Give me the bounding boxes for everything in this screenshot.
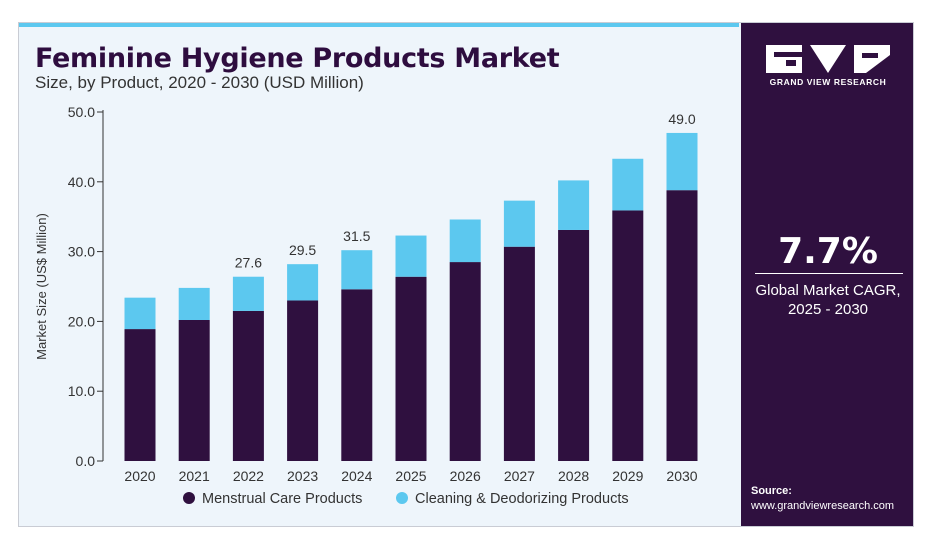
sidebar: GRAND VIEW RESEARCH 7.7% Global Market C… [741,23,913,526]
bar-cleaning-2020 [124,297,156,330]
x-tick-label: 2029 [612,468,643,484]
cagr-value: 7.7% [778,231,878,272]
x-tick-label: 2024 [341,468,372,484]
source-url[interactable]: www.grandviewresearch.com [751,500,895,512]
cagr-label-line1: Global Market CAGR, [755,282,901,299]
bar-cleaning-2021 [178,287,210,321]
bar-cleaning-2024 [341,250,373,290]
y-tick-label: 40.0 [68,174,95,190]
bar-menstrual-2030 [666,190,698,461]
legend-label: Menstrual Care Products [202,491,362,507]
x-tick-label: 2026 [450,468,481,484]
data-label: 29.5 [289,242,316,258]
x-tick-label: 2023 [287,468,318,484]
x-tick-label: 2028 [558,468,589,484]
bar-menstrual-2026 [449,262,481,461]
bar-cleaning-2025 [395,235,427,277]
bar-menstrual-2020 [124,329,156,461]
bar-cleaning-2026 [449,219,481,263]
source-label: Source: [751,485,792,497]
bar-menstrual-2025 [395,276,427,461]
chart-subtitle: Size, by Product, 2020 - 2030 (USD Milli… [35,73,364,92]
y-tick-label: 20.0 [68,313,95,329]
y-tick-label: 10.0 [68,383,95,399]
cagr-label: Global Market CAGR, 2025 - 2030 [741,281,913,319]
bar-cleaning-2030 [666,132,698,191]
bar-chart: 0.0 10.0 20.0 30.0 40.0 50.0 Market Size (US$ … [34,104,698,507]
legend-label: Cleaning & Deodorizing Products [415,491,629,507]
bar-cleaning-2028 [558,180,590,230]
cagr-divider [755,273,903,274]
bar-menstrual-2023 [287,300,319,461]
legend-marker-menstrual [183,492,195,504]
gvr-logo-icon [766,45,890,73]
x-tick-label: 2022 [233,468,264,484]
bar-menstrual-2028 [558,229,590,461]
x-tick-label: 2025 [395,468,426,484]
cagr-label-line2: 2025 - 2030 [787,301,869,318]
x-tick-label: 2021 [179,468,210,484]
x-tick-label: 2030 [666,468,697,484]
legend-marker-cleaning [396,492,408,504]
chart-title: Feminine Hygiene Products Market [35,43,560,74]
bar-cleaning-2023 [287,264,319,301]
bar-cleaning-2029 [612,158,644,211]
bar-menstrual-2021 [178,320,210,461]
bar-cleaning-2022 [232,276,264,311]
bar-menstrual-2029 [612,210,644,461]
x-tick-label: 2027 [504,468,535,484]
brand-name: GRAND VIEW RESEARCH [769,77,887,87]
x-tick-label: 2020 [124,468,155,484]
data-label: 31.5 [343,228,370,244]
bar-menstrual-2024 [341,289,373,461]
bar-menstrual-2022 [232,310,264,461]
y-tick-label: 30.0 [68,244,95,260]
accent-line [19,23,739,27]
y-tick-label: 0.0 [76,453,96,469]
bar-cleaning-2027 [503,200,535,247]
y-axis-label: Market Size (US$ Million) [34,213,49,360]
bar-menstrual-2027 [503,246,535,461]
data-label: 27.6 [235,255,262,271]
data-label: 49.0 [668,111,695,127]
chart-card: Feminine Hygiene Products Market Size, b… [18,22,914,527]
y-tick-label: 50.0 [68,104,95,120]
